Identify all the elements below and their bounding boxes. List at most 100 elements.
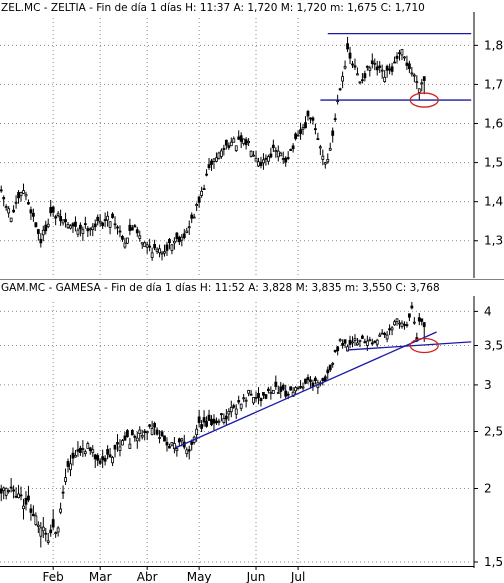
candle-body [187,449,191,452]
candle-body [341,343,345,346]
candle-body [121,235,124,240]
y-tick-label: 1,4 [484,195,503,209]
candle-body [224,139,228,146]
candle-body [88,228,92,231]
candle-body [175,232,179,240]
candle-body [101,222,105,227]
candle [395,318,399,326]
candle [237,395,241,405]
candle [219,148,223,159]
candle-body [417,317,421,322]
candle-body [135,437,139,442]
candle-body [135,229,139,234]
candle-body [380,332,384,335]
candle-body [405,62,409,66]
candle-body [39,238,43,244]
candle-body [215,157,218,162]
candle [39,522,43,548]
candle [217,151,221,160]
candle-body [74,454,77,458]
candle-body [390,66,394,72]
candle [249,150,253,158]
candle [289,386,293,391]
candle-body [74,221,77,227]
candle-body [14,201,18,204]
candle [346,36,349,53]
candle-body [88,447,92,451]
y-tick-label: 1,8 [484,38,503,52]
candle [49,199,53,217]
candle-body [128,224,132,231]
candle [395,52,399,64]
candle-body [400,49,404,56]
candle [398,49,401,61]
candle-body [313,377,317,382]
candle-body [360,335,364,339]
candle [187,220,191,235]
candle [108,448,112,458]
candle-body [29,209,33,214]
candle [274,375,278,390]
candle [363,338,367,344]
candle [103,212,107,228]
candle [262,392,265,399]
candle [140,429,144,440]
candle [217,418,221,426]
candle-body [309,379,312,383]
candle [17,484,20,499]
candle [306,374,310,385]
candle-body [44,224,48,232]
candle [98,214,102,227]
candle [227,142,231,150]
candle [417,313,421,326]
candle [420,318,424,326]
candle [145,430,149,441]
candle [66,221,70,230]
candle [274,147,278,158]
candle-body [417,88,421,93]
candle-body [348,52,352,59]
candle [343,339,347,348]
candle-body [237,400,241,403]
candle [64,468,67,485]
candle [360,334,364,339]
candle [242,393,246,403]
candle [46,532,50,545]
candle-body [113,444,117,450]
candle [172,237,176,250]
candle [125,237,129,245]
candle-body [254,397,258,400]
candle [78,222,82,237]
candle [370,338,374,346]
candle [140,242,144,249]
candle-body [91,226,95,230]
candle-body [83,223,87,225]
candle-body [111,457,114,464]
candle-body [0,189,3,192]
candle [150,247,154,261]
candle-body [304,378,307,384]
candle-body [106,215,110,221]
candle [224,408,228,426]
candle [17,190,20,204]
candle-body [407,63,411,70]
candle-body [378,65,382,68]
candle-body [217,420,221,423]
candle-body [343,66,347,69]
candle-body [331,362,335,365]
candle-body [222,417,226,423]
candle-body [259,398,263,402]
candle-body [326,158,330,163]
candle-body [158,437,161,439]
candle [101,449,105,469]
candle [215,152,218,162]
candle [239,132,243,149]
candle-body [247,389,251,394]
candle [175,231,179,243]
candle-body [388,328,392,331]
candle-body [140,242,144,245]
candle-body [227,410,231,415]
candle-body [19,494,23,497]
candle-body [309,117,312,120]
candle [86,226,90,237]
